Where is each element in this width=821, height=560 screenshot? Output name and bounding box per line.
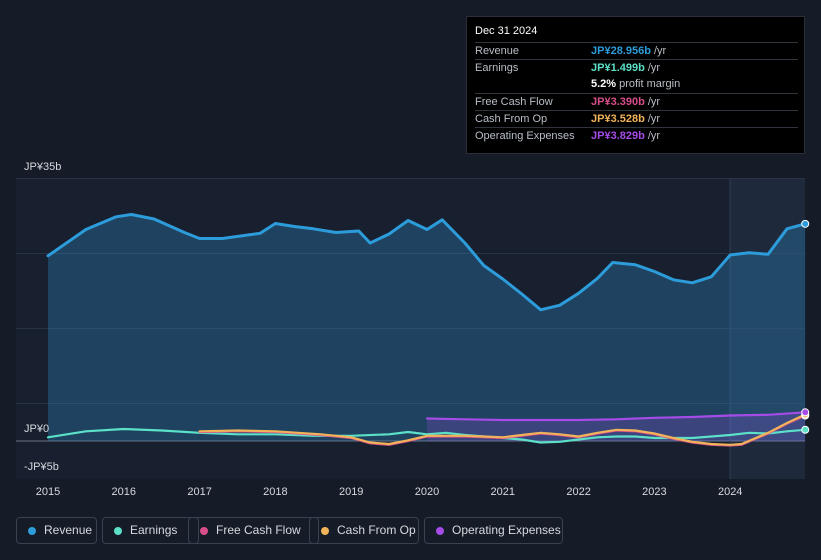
x-tick-label: 2023 [642,486,666,498]
tooltip-label: Earnings [475,62,519,74]
series-lines [46,213,807,447]
tooltip-value: JP¥3.390b/yr [591,96,661,108]
tooltip-label: Revenue [475,45,520,57]
series-end-markers [801,219,810,434]
legend-item-free-cash-flow[interactable]: Free Cash Flow [188,517,319,544]
legend-dot-icon [321,527,329,535]
tooltip-row-profit-margin: 5.2% profit margin [475,76,798,93]
tooltip-label: Operating Expenses [475,130,575,142]
legend-label: Revenue [44,523,93,537]
y-tick-label: JP¥0 [24,423,49,435]
legend-label: Operating Expenses [452,523,561,537]
tooltip-label: Free Cash Flow [475,96,553,108]
legend-item-operating-expenses[interactable]: Operating Expenses [424,517,563,544]
line-revenue [46,213,807,312]
end-marker-earnings [801,425,810,434]
tooltip-value: JP¥28.956b/yr [591,45,667,57]
tooltip-date: Dec 31 2024 [475,25,538,37]
y-tick-label: JP¥35b [24,161,61,173]
area-revenue [48,214,806,441]
x-tick-label: 2017 [187,486,211,498]
area-operating-expenses [427,412,806,441]
legend-label: Earnings [130,523,178,537]
legend-label: Free Cash Flow [216,523,301,537]
tooltip-value: JP¥3.829b/yr [591,130,661,142]
line-operating-expenses [425,411,807,422]
legend-dot-icon [200,527,208,535]
tooltip-label: Cash From Op [475,113,548,125]
legend-item-earnings[interactable]: Earnings [102,517,199,544]
legend-item-revenue[interactable]: Revenue [16,517,97,544]
tooltip-value: JP¥1.499b/yr [591,62,661,74]
x-axis: 2015 2016 2017 2018 2019 2020 2021 2022 2023 2024 [36,486,743,498]
end-marker-operating-expenses [801,408,810,417]
tooltip-value: 5.2% profit margin [591,78,681,90]
x-tick-label: 2019 [339,486,363,498]
x-tick-label: 2022 [566,486,590,498]
tooltip-value: JP¥3.528b/yr [591,113,661,125]
x-tick-label: 2016 [112,486,136,498]
legend-dot-icon [28,527,36,535]
gridlines [16,178,805,479]
x-tick-label: 2015 [36,486,60,498]
series-areas [48,214,806,441]
x-tick-label: 2018 [263,486,287,498]
legend-dot-icon [436,527,444,535]
x-tick-label: 2024 [718,486,742,498]
legend-dot-icon [114,527,122,535]
tooltip-row-cash-from-op: Cash From Op JP¥3.528b/yr [475,110,798,128]
y-tick-label: -JP¥5b [24,461,59,473]
tooltip-panel: Dec 31 2024 Revenue JP¥28.956b/yr Earnin… [466,16,805,154]
tooltip-row-free-cash-flow: Free Cash Flow JP¥3.390b/yr [475,93,798,111]
legend-item-cash-from-op[interactable]: Cash From Op [309,517,419,544]
tooltip-row-operating-expenses: Operating Expenses JP¥3.829b/yr [475,127,798,145]
line-cash-from-op [198,413,807,446]
y-axis: JP¥35b JP¥0 -JP¥5b [24,161,61,473]
end-marker-revenue [801,219,810,228]
x-tick-label: 2021 [491,486,515,498]
x-tick-label: 2020 [415,486,439,498]
tooltip-row-revenue: Revenue JP¥28.956b/yr [475,42,798,60]
tooltip-row-earnings: Earnings JP¥1.499b/yr [475,59,798,77]
legend-label: Cash From Op [337,523,416,537]
